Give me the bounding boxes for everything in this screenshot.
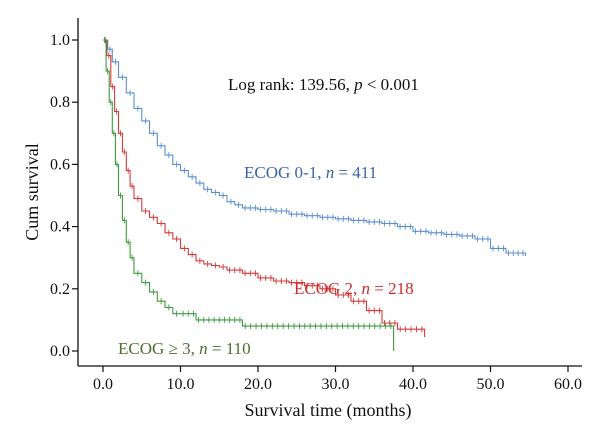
y-tick-label: 0.8 xyxy=(50,94,70,111)
series-line-ecog-3 xyxy=(103,39,395,351)
series-label-ecog-0-1: ECOG 0-1, n = 411 xyxy=(244,163,377,182)
y-axis-title: Cum survival xyxy=(22,143,42,241)
x-tick-label: 20.0 xyxy=(244,376,272,393)
series-curves xyxy=(103,37,526,351)
x-tick-label: 10.0 xyxy=(167,376,195,393)
y-tick-label: 0.2 xyxy=(50,281,70,298)
x-ticks: 0.0 10.0 20.0 30.0 40.0 50.0 60.0 xyxy=(93,366,582,393)
y-tick-label: 1.0 xyxy=(50,32,70,49)
x-tick-label: 60.0 xyxy=(554,376,582,393)
log-rank-annotation: Log rank: 139.56, p < 0.001 xyxy=(228,75,419,94)
x-tick-label: 40.0 xyxy=(399,376,427,393)
axes xyxy=(77,18,582,367)
y-tick-label: 0.0 xyxy=(50,343,70,360)
x-tick-label: 50.0 xyxy=(477,376,505,393)
y-ticks: 0.0 0.2 0.4 0.6 0.8 1.0 xyxy=(50,32,78,360)
x-tick-label: 30.0 xyxy=(322,376,350,393)
y-tick-label: 0.6 xyxy=(50,156,70,173)
x-tick-label: 0.0 xyxy=(93,376,113,393)
series-label-ecog-2: ECOG 2, n = 218 xyxy=(294,279,414,298)
series-line-ecog-2 xyxy=(103,39,426,337)
y-tick-label: 0.4 xyxy=(50,219,70,236)
x-axis-title: Survival time (months) xyxy=(245,400,412,421)
series-line-ecog-0-1 xyxy=(103,39,526,257)
series-label-ecog-3: ECOG ≥ 3, n = 110 xyxy=(118,339,251,358)
